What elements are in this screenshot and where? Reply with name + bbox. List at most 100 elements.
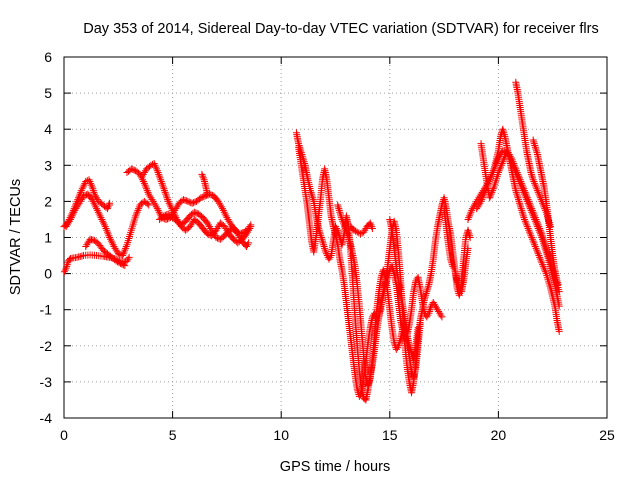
data-point <box>111 244 119 252</box>
data-point <box>108 239 116 247</box>
data-point <box>533 149 541 157</box>
data-point <box>98 215 106 223</box>
data-point <box>335 205 343 213</box>
series-segment-8 <box>292 129 474 404</box>
data-point <box>488 188 496 196</box>
data-point <box>506 154 514 162</box>
data-point <box>116 250 124 258</box>
data-point <box>532 147 540 155</box>
data-point <box>134 206 142 214</box>
data-point <box>234 230 242 238</box>
data-point <box>78 185 86 193</box>
data-point <box>164 196 172 204</box>
data-point <box>329 223 337 231</box>
data-point <box>247 223 255 231</box>
data-point <box>536 228 544 236</box>
data-point <box>520 188 528 196</box>
data-point <box>343 228 351 236</box>
data-point <box>72 205 80 213</box>
data-point <box>507 156 515 164</box>
data-point <box>143 185 151 193</box>
data-point <box>499 147 507 155</box>
data-point <box>424 282 432 290</box>
data-point <box>512 187 520 195</box>
data-point <box>179 196 187 204</box>
data-point <box>510 165 518 173</box>
data-point <box>437 311 445 319</box>
data-point <box>434 306 442 314</box>
data-point <box>489 185 497 193</box>
series-segment-10 <box>334 201 424 390</box>
data-point <box>342 226 350 234</box>
data-point <box>162 190 170 198</box>
data-point <box>514 196 522 204</box>
series-segment-17 <box>512 78 555 231</box>
data-point <box>157 176 165 184</box>
data-point <box>531 241 539 249</box>
data-point <box>121 246 129 254</box>
series-segment-5 <box>138 159 255 247</box>
data-point <box>365 378 373 386</box>
data-point <box>507 158 515 166</box>
series-segment-6 <box>156 208 253 251</box>
data-point <box>322 248 330 256</box>
data-point <box>553 277 561 285</box>
data-point <box>65 217 73 225</box>
data-point <box>244 228 252 236</box>
data-point <box>119 261 127 269</box>
data-point <box>325 255 333 263</box>
data-point <box>489 169 497 177</box>
y-tick-label: 0 <box>44 266 52 282</box>
data-point <box>190 199 198 207</box>
data-point <box>520 215 528 223</box>
data-point <box>509 161 517 169</box>
data-point <box>484 179 492 187</box>
data-point <box>337 214 345 222</box>
data-point <box>524 224 532 232</box>
data-point <box>342 224 350 232</box>
x-tick-label: 15 <box>382 427 398 443</box>
data-point <box>489 167 497 175</box>
data-point <box>367 221 375 229</box>
data-point <box>215 199 223 207</box>
data-point <box>139 170 147 178</box>
x-axis-label: GPS time / hours <box>280 459 390 475</box>
data-point <box>320 243 328 251</box>
data-point <box>526 203 534 211</box>
data-point <box>104 203 112 211</box>
data-point <box>494 154 502 162</box>
data-point <box>187 221 195 229</box>
data-point <box>538 259 546 267</box>
data-point <box>532 244 540 252</box>
data-point <box>345 234 353 241</box>
data-point <box>527 232 535 240</box>
data-point <box>213 224 221 232</box>
data-point <box>154 169 162 177</box>
data-point <box>504 150 512 158</box>
data-point <box>338 215 346 223</box>
data-point <box>64 219 72 227</box>
series-segment-13 <box>440 205 472 296</box>
data-point <box>90 188 98 196</box>
data-point <box>531 179 539 187</box>
data-point <box>97 214 105 222</box>
data-point <box>133 208 141 216</box>
data-point <box>514 194 522 202</box>
data-point <box>119 252 127 260</box>
data-point <box>222 212 230 220</box>
data-point <box>495 152 503 160</box>
data-point <box>319 239 327 247</box>
data-point <box>536 255 544 263</box>
data-point <box>90 199 98 207</box>
data-point <box>529 174 537 182</box>
data-point <box>223 214 231 222</box>
data-point <box>195 195 203 203</box>
data-point <box>220 208 228 216</box>
data-point <box>107 237 115 245</box>
data-point <box>523 221 531 229</box>
data-point <box>138 172 146 180</box>
data-point <box>475 201 483 209</box>
data-point <box>395 340 403 348</box>
data-point <box>528 210 536 218</box>
data-point <box>159 183 167 191</box>
